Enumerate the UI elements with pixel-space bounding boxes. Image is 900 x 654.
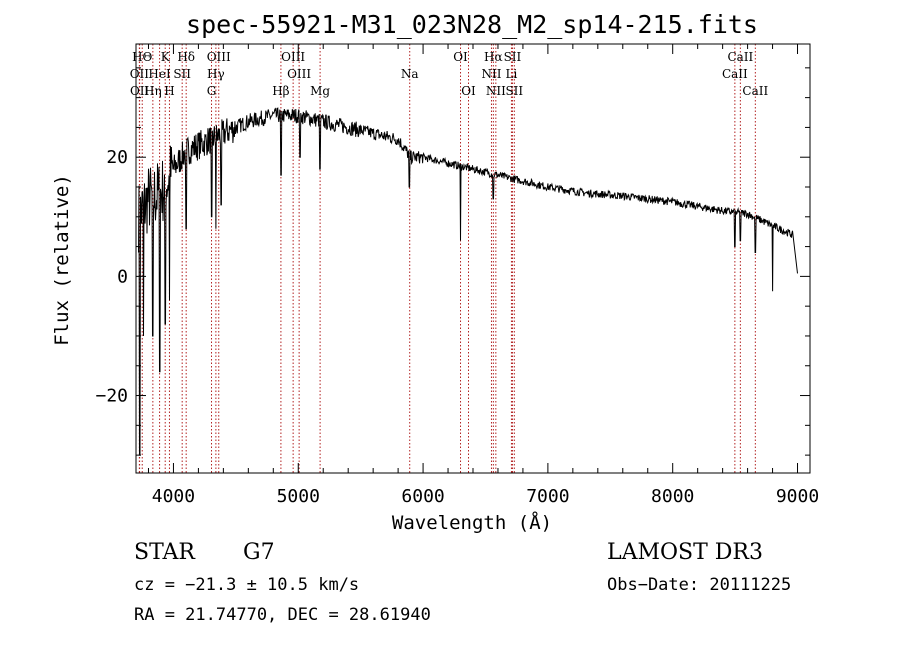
spectrum-line bbox=[138, 107, 798, 456]
line-label-22: SII bbox=[504, 50, 522, 64]
line-label-23: Li bbox=[506, 67, 518, 81]
object-class: STAR bbox=[134, 540, 196, 565]
line-label-27: CaII bbox=[742, 84, 768, 98]
y-tick-label: −20 bbox=[95, 386, 128, 407]
line-label-2: OII bbox=[130, 84, 150, 98]
object-subclass: G7 bbox=[243, 540, 275, 565]
y-tick-label: 0 bbox=[117, 266, 128, 287]
y-tick-label: 20 bbox=[106, 147, 128, 168]
line-label-7: SII bbox=[173, 67, 191, 81]
line-label-21: NII bbox=[486, 84, 506, 98]
line-label-4: HeI bbox=[148, 67, 171, 81]
x-tick-label: 4000 bbox=[152, 486, 195, 507]
line-label-0: HΘ bbox=[132, 50, 152, 64]
line-label-12: Hβ bbox=[272, 84, 289, 98]
line-label-5: K bbox=[161, 50, 171, 64]
x-axis-ticks: 4000 5000 6000 7000 8000 9000 bbox=[147, 44, 819, 507]
line-label-15: Mg bbox=[310, 84, 330, 98]
line-label-26: CaII bbox=[722, 67, 748, 81]
line-label-11: G bbox=[207, 84, 217, 98]
line-label-13: OIII bbox=[281, 50, 305, 64]
survey-name: LAMOST DR3 bbox=[607, 540, 763, 565]
line-label-6: H bbox=[164, 84, 174, 98]
line-label-14: OIII bbox=[287, 67, 311, 81]
line-label-3: Hη bbox=[144, 84, 162, 98]
x-tick-label: 5000 bbox=[277, 486, 320, 507]
x-tick-label: 9000 bbox=[776, 486, 819, 507]
plot-frame bbox=[135, 43, 811, 474]
x-axis-label: Wavelength (Å) bbox=[392, 511, 552, 534]
chart-title: spec-55921-M31_023N28_M2_sp14-215.fits bbox=[186, 10, 758, 39]
line-label-24: SII bbox=[505, 84, 523, 98]
line-label-9: OIII bbox=[207, 50, 231, 64]
line-label-19: Hα bbox=[484, 50, 503, 64]
sky-coordinates: RA = 21.74770, DEC = 28.61940 bbox=[134, 605, 431, 625]
spectral-line-markers bbox=[138, 44, 756, 473]
line-label-18: OI bbox=[461, 84, 476, 98]
redshift-velocity: cz = −21.3 ± 10.5 km/s bbox=[134, 575, 359, 595]
y-axis-label: Flux (relative) bbox=[51, 174, 73, 346]
x-tick-label: 8000 bbox=[651, 486, 694, 507]
line-label-16: Na bbox=[401, 67, 419, 81]
x-tick-label: 6000 bbox=[401, 486, 444, 507]
spectrum-series bbox=[138, 107, 798, 456]
y-axis-ticks: −20 0 20 bbox=[95, 67, 810, 456]
line-label-8: Hδ bbox=[177, 50, 195, 64]
x-tick-label: 7000 bbox=[526, 486, 569, 507]
line-label-25: CaII bbox=[727, 50, 753, 64]
line-label-20: NII bbox=[481, 67, 501, 81]
observation-date: Obs−Date: 20111225 bbox=[607, 575, 791, 595]
line-label-10: Hγ bbox=[207, 67, 225, 81]
line-label-17: OI bbox=[453, 50, 468, 64]
line-label-1: OII bbox=[130, 67, 150, 81]
